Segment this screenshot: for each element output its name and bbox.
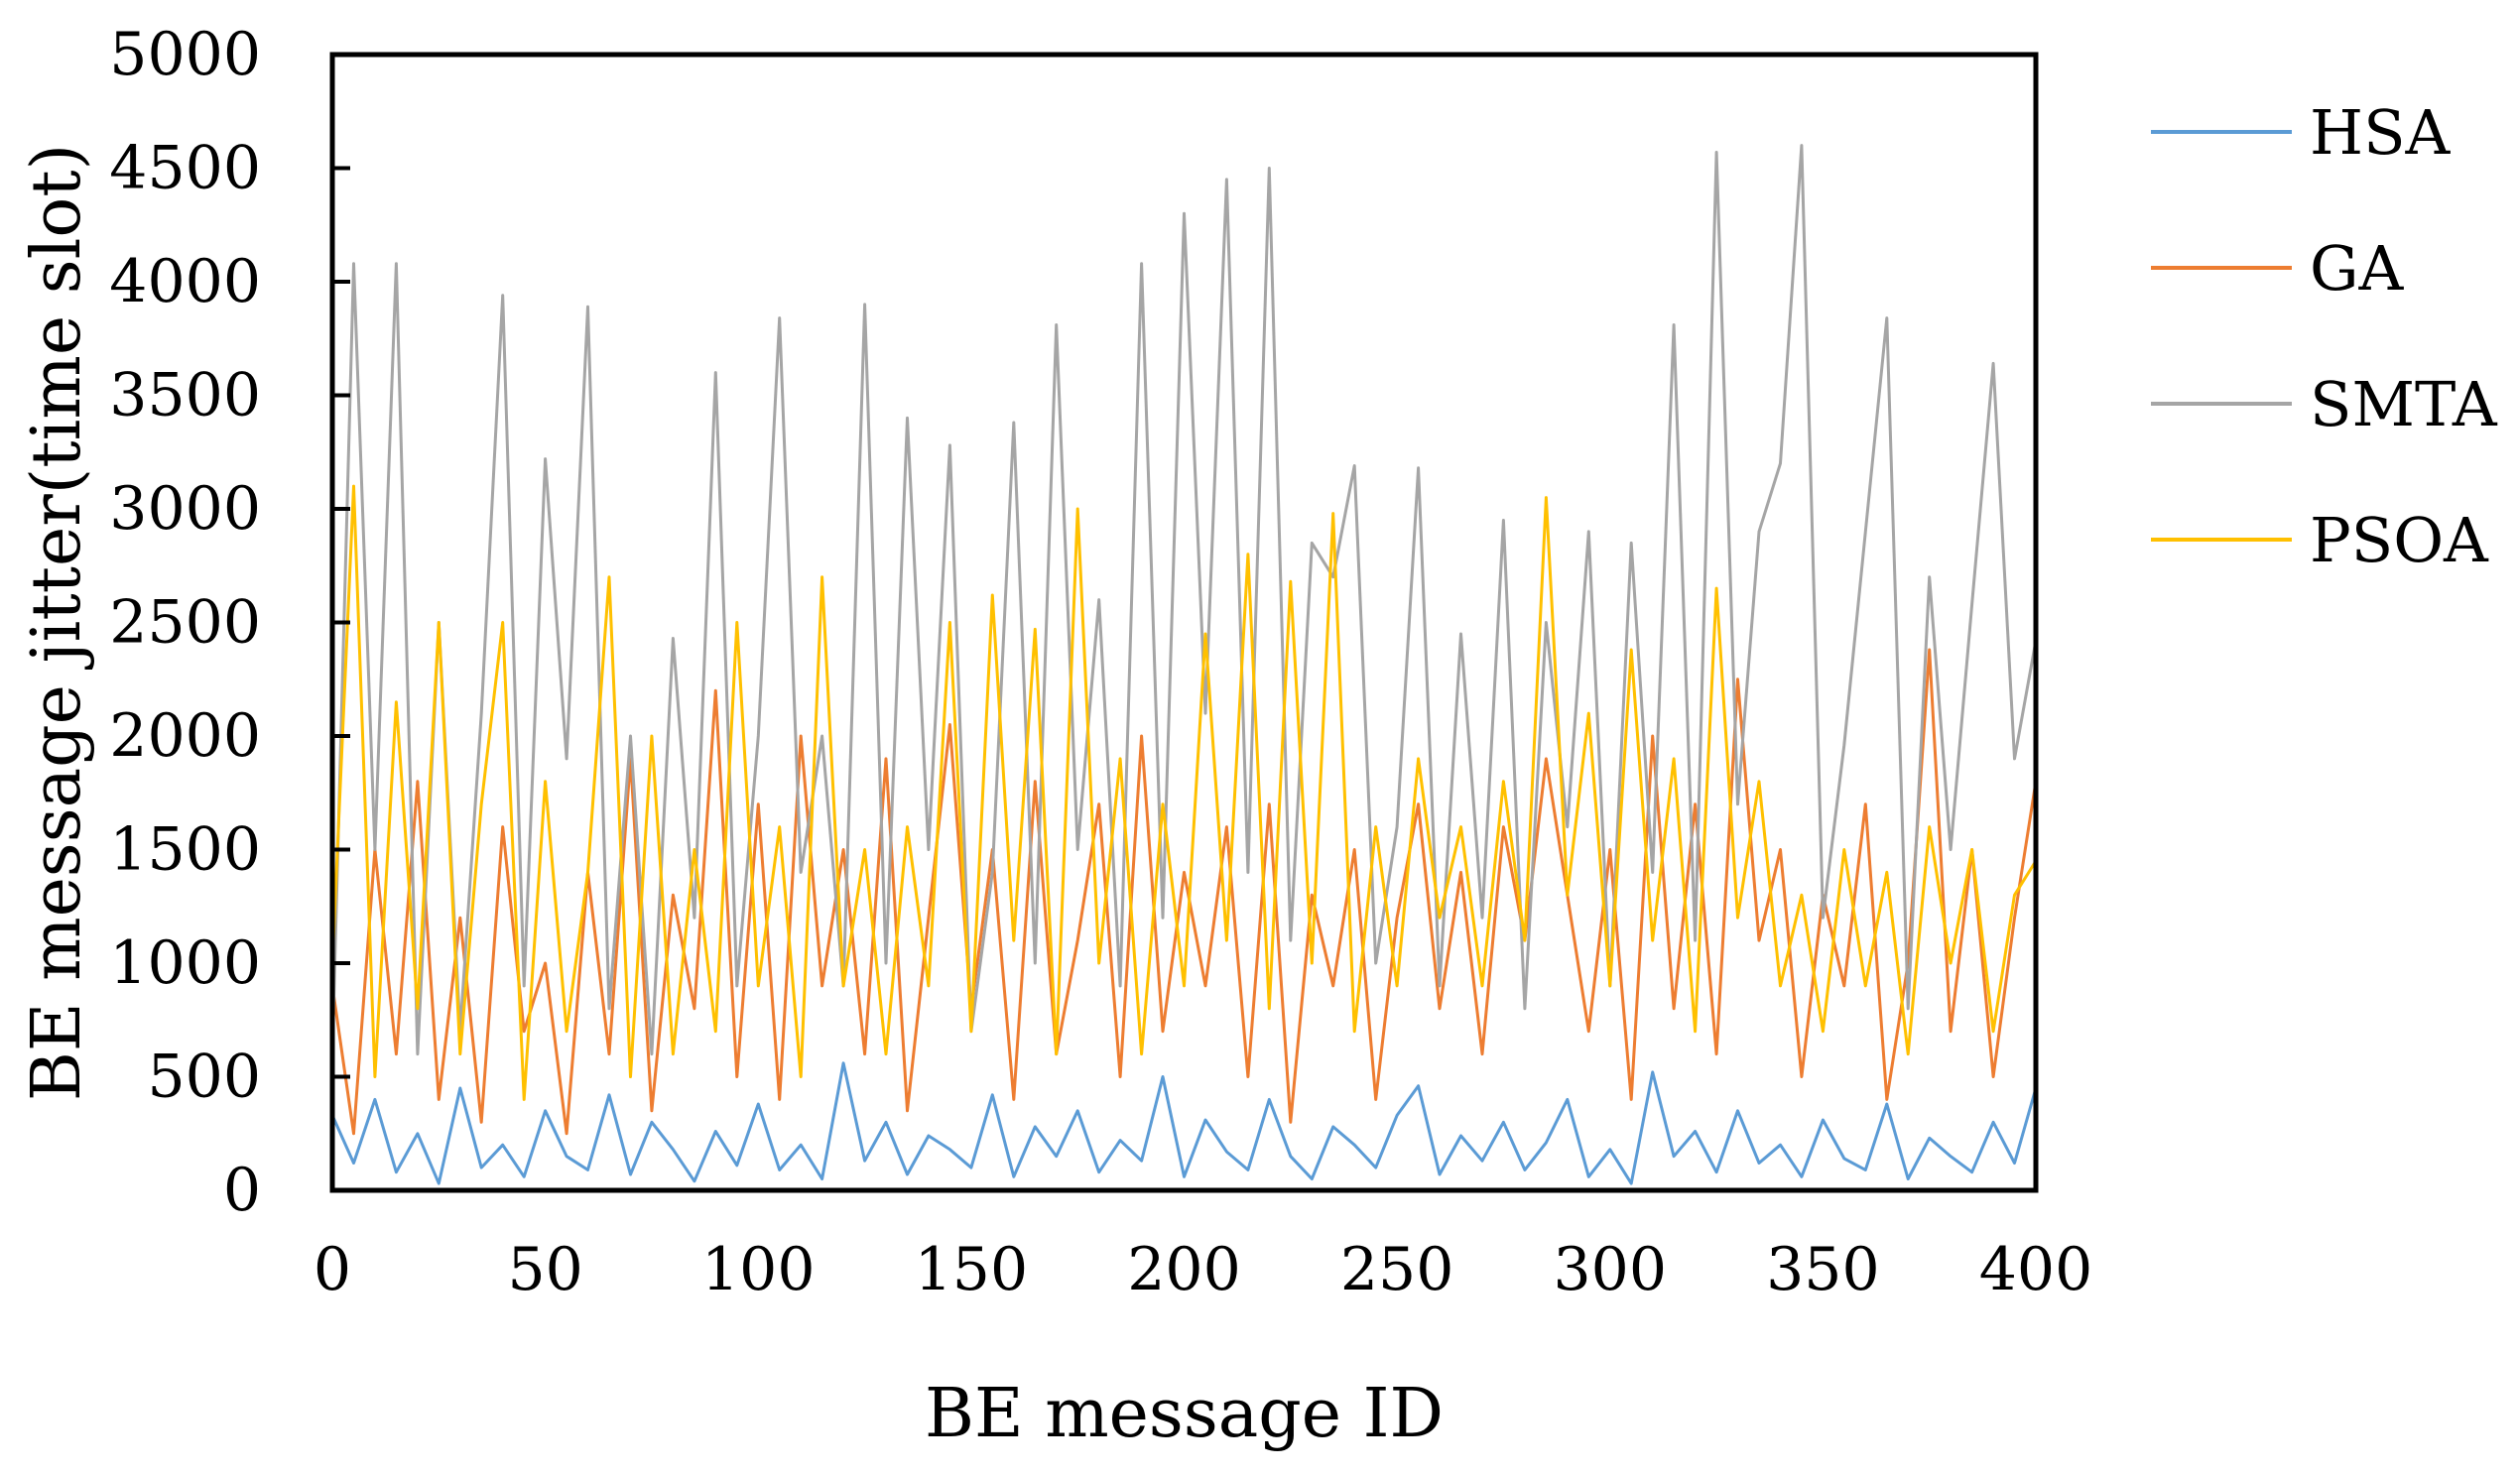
x-tick-label: 300 xyxy=(1553,1235,1667,1304)
y-tick-label: 4500 xyxy=(109,134,261,203)
y-tick-label: 2500 xyxy=(109,588,261,658)
x-tick-label: 100 xyxy=(701,1235,816,1304)
series-line-psoa xyxy=(330,484,2038,1101)
x-axis-title: BE message ID xyxy=(925,1375,1444,1453)
series-line-smta xyxy=(330,144,2038,1056)
legend-label-psoa: PSOA xyxy=(2310,504,2489,576)
x-tick-label: 0 xyxy=(314,1235,351,1304)
y-tick-label: 0 xyxy=(223,1156,261,1225)
series-line-ga xyxy=(330,648,2038,1136)
series-layer xyxy=(330,144,2038,1185)
legend-label-hsa: HSA xyxy=(2310,96,2452,169)
y-tick-label: 3500 xyxy=(109,361,261,430)
y-tick-label: 1500 xyxy=(109,815,261,885)
y-tick-label: 5000 xyxy=(109,20,261,89)
y-tick-label: 500 xyxy=(147,1043,261,1112)
x-tick-label: 250 xyxy=(1340,1235,1454,1304)
x-tick-label: 50 xyxy=(507,1235,582,1304)
x-tick-label: 150 xyxy=(915,1235,1029,1304)
x-axis-ticks: 0 50 100 150 200 250 300 350 400 xyxy=(314,1235,2092,1304)
legend: HSA GA SMTA PSOA xyxy=(2151,96,2498,576)
y-tick-label: 4000 xyxy=(109,247,261,316)
legend-label-ga: GA xyxy=(2310,232,2405,305)
y-axis-title: BE message jitter(time slot) xyxy=(18,144,96,1101)
series-line-hsa xyxy=(330,1061,2038,1185)
y-tick-label: 2000 xyxy=(109,701,261,771)
x-tick-label: 400 xyxy=(1979,1235,2093,1304)
x-tick-label: 350 xyxy=(1766,1235,1880,1304)
y-tick-label: 3000 xyxy=(109,474,261,544)
legend-label-smta: SMTA xyxy=(2310,368,2498,440)
y-tick-label: 1000 xyxy=(109,928,261,998)
y-axis-ticks: 0 500 1000 1500 2000 2500 3000 3500 4000 4500 5000 xyxy=(109,20,350,1225)
x-tick-label: 200 xyxy=(1127,1235,1241,1304)
